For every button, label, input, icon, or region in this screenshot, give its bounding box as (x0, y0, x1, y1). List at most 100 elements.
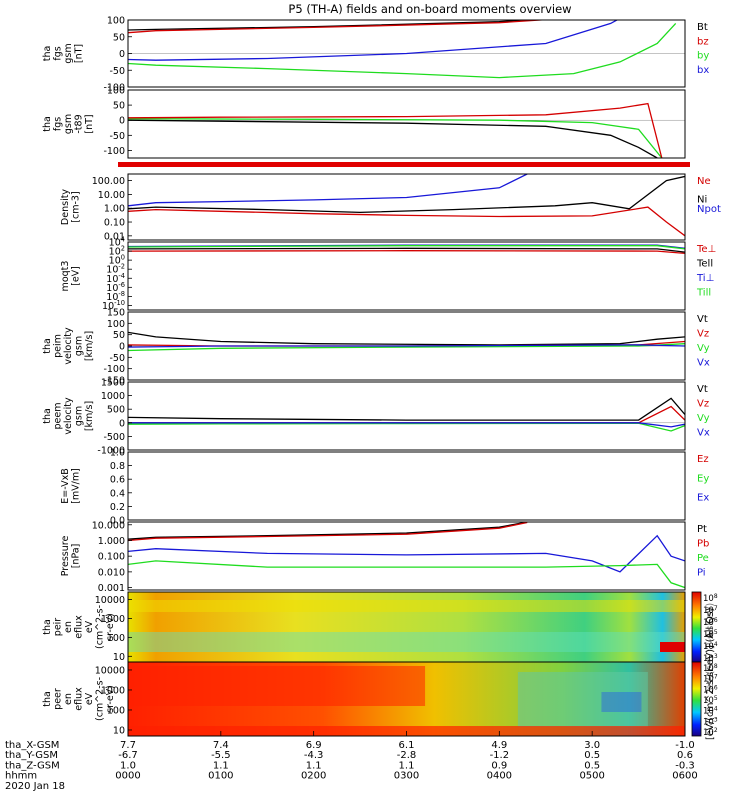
y-axis-label: [mV/m] (71, 468, 82, 504)
tick-label: 0.0 (110, 516, 125, 527)
legend-entry-Ex: Ex (697, 493, 709, 504)
x-tick-label: 1.1 (306, 760, 322, 771)
legend-entry-Pb: Pb (697, 539, 709, 550)
tick-label: 105 (703, 695, 718, 707)
figure-title: P5 (TH-A) fields and on-board moments ov… (288, 2, 571, 16)
series-line-Vy (128, 422, 685, 432)
legend-entry-Vy: Vy (697, 413, 710, 424)
tick-label: -50 (109, 353, 125, 364)
axis-row-label: tha_Y-GSM (5, 750, 58, 761)
legend-entry-Ez: Ez (697, 454, 709, 465)
panel-density: 100.00 10.00 1.00 0.10 0.01 Density [cm-3] Ne Ni… (60, 173, 721, 242)
tick-label: 0 (119, 418, 125, 429)
tick-label: 104 (703, 705, 718, 717)
tick-label: -50 (109, 66, 125, 77)
tick-label: 10-8 (106, 290, 125, 303)
tick-label: 150 (107, 308, 125, 319)
tick-label: 0.2 (110, 502, 125, 513)
x-tick-label: -2.8 (397, 750, 417, 761)
tick-label: -1000 (97, 446, 125, 457)
series-line-red (128, 102, 663, 158)
y-axis-label: Pressure (60, 536, 71, 577)
panel-frame (127, 89, 686, 159)
y-axis-label: eV (84, 620, 95, 633)
y-axis-label: gsm (74, 406, 85, 426)
legend-entry-Ni: Ni (697, 195, 707, 206)
tick-label: 104 (703, 641, 718, 653)
y-axis-label: tha (42, 691, 53, 707)
tick-label: 103 (703, 716, 718, 728)
y-axis-label: tha (42, 619, 53, 635)
tick-label: 0 (119, 116, 125, 127)
panel-frame (127, 521, 686, 591)
x-tick-label: 6.9 (306, 740, 322, 751)
x-tick-label: -6.7 (118, 750, 138, 761)
y-axis-label: [nT] (74, 44, 85, 63)
tick-label: 1000 (101, 614, 125, 625)
series-line-black (128, 119, 658, 158)
panel-frame (127, 451, 686, 521)
series-line-bz (128, 20, 550, 34)
y-axis-label: [eV] (71, 266, 82, 286)
tick-label: 0.10 (104, 218, 125, 229)
x-tick-label: -5.5 (211, 750, 231, 761)
y-axis-label: velocity (63, 327, 74, 365)
panel-fgs_gsm_dc: 100 50 0 -50 -100 tha fgs gsm -t89 [nT] (42, 86, 686, 159)
x-tick-label: 1.1 (213, 760, 229, 771)
spectrogram-band (128, 600, 685, 612)
tick-label: 50 (113, 32, 125, 43)
series-line-Till (128, 245, 685, 250)
separator-band (118, 162, 690, 167)
y-axis-label: fgs (53, 117, 64, 131)
panel-peir_spectrogram: 10000 1000 100 10 tha peir en eflux eV (cm^2-s-sr… (42, 591, 686, 663)
y-axis-label: tha (42, 338, 53, 354)
series-line-Vt (128, 331, 685, 346)
legend-entry-Till: Till (696, 288, 711, 299)
tick-label: 50 (113, 330, 125, 341)
legend-entry-Ne: Ne (697, 176, 711, 187)
tick-label: 1500 (101, 378, 125, 389)
legend-entry-Bt: Bt (697, 22, 708, 33)
tick-label: 100 (109, 254, 125, 267)
y-axis-label: [nT] (84, 114, 95, 133)
legend-entry-Pt: Pt (697, 524, 707, 535)
legend-entry-Vy: Vy (697, 343, 710, 354)
tick-label: 107 (703, 605, 718, 617)
legend-entry-bx: bx (697, 65, 709, 76)
y-axis-label: peim (53, 334, 64, 358)
tick-label: 0 (119, 342, 125, 353)
legend-entry-Ti⊥: Ti⊥ (696, 273, 714, 284)
legend-entry-Vx: Vx (697, 428, 710, 439)
tick-label: 0.6 (110, 475, 125, 486)
spectrogram-band (517, 672, 648, 727)
tick-label: 1.00 (104, 204, 125, 215)
axis-row-label: tha_Z-GSM (5, 760, 60, 771)
peer-colorbar (691, 661, 702, 737)
tick-label: 0.001 (98, 583, 125, 594)
axis-row-label: tha_X-GSM (5, 740, 59, 751)
tick-label: 0.01 (104, 231, 125, 242)
x-tick-label: 0600 (672, 771, 697, 782)
x-tick-label: -1.0 (675, 740, 695, 751)
y-axis-label: eV (84, 692, 95, 705)
y-axis-label: moqt3 (60, 261, 71, 292)
tick-label: 1000 (101, 685, 125, 696)
spectrogram-band (660, 642, 685, 652)
tick-label: 100 (107, 16, 125, 27)
y-axis-label: [cm-3] (71, 191, 82, 222)
y-axis-label: Density (60, 189, 71, 225)
legend-entry-Pe: Pe (697, 553, 709, 564)
x-tick-label: 0400 (487, 771, 512, 782)
tick-label: -500 (103, 432, 125, 443)
legend-entry-Vt: Vt (697, 384, 708, 395)
tick-label: 10-2 (106, 263, 125, 276)
x-tick-label: -0.3 (675, 760, 695, 771)
x-tick-label: 0.5 (584, 760, 600, 771)
spectrogram-band (128, 666, 426, 706)
series-line-Pt (128, 522, 528, 540)
tick-label: 104 (109, 236, 125, 249)
x-tick-label: 0300 (394, 771, 419, 782)
